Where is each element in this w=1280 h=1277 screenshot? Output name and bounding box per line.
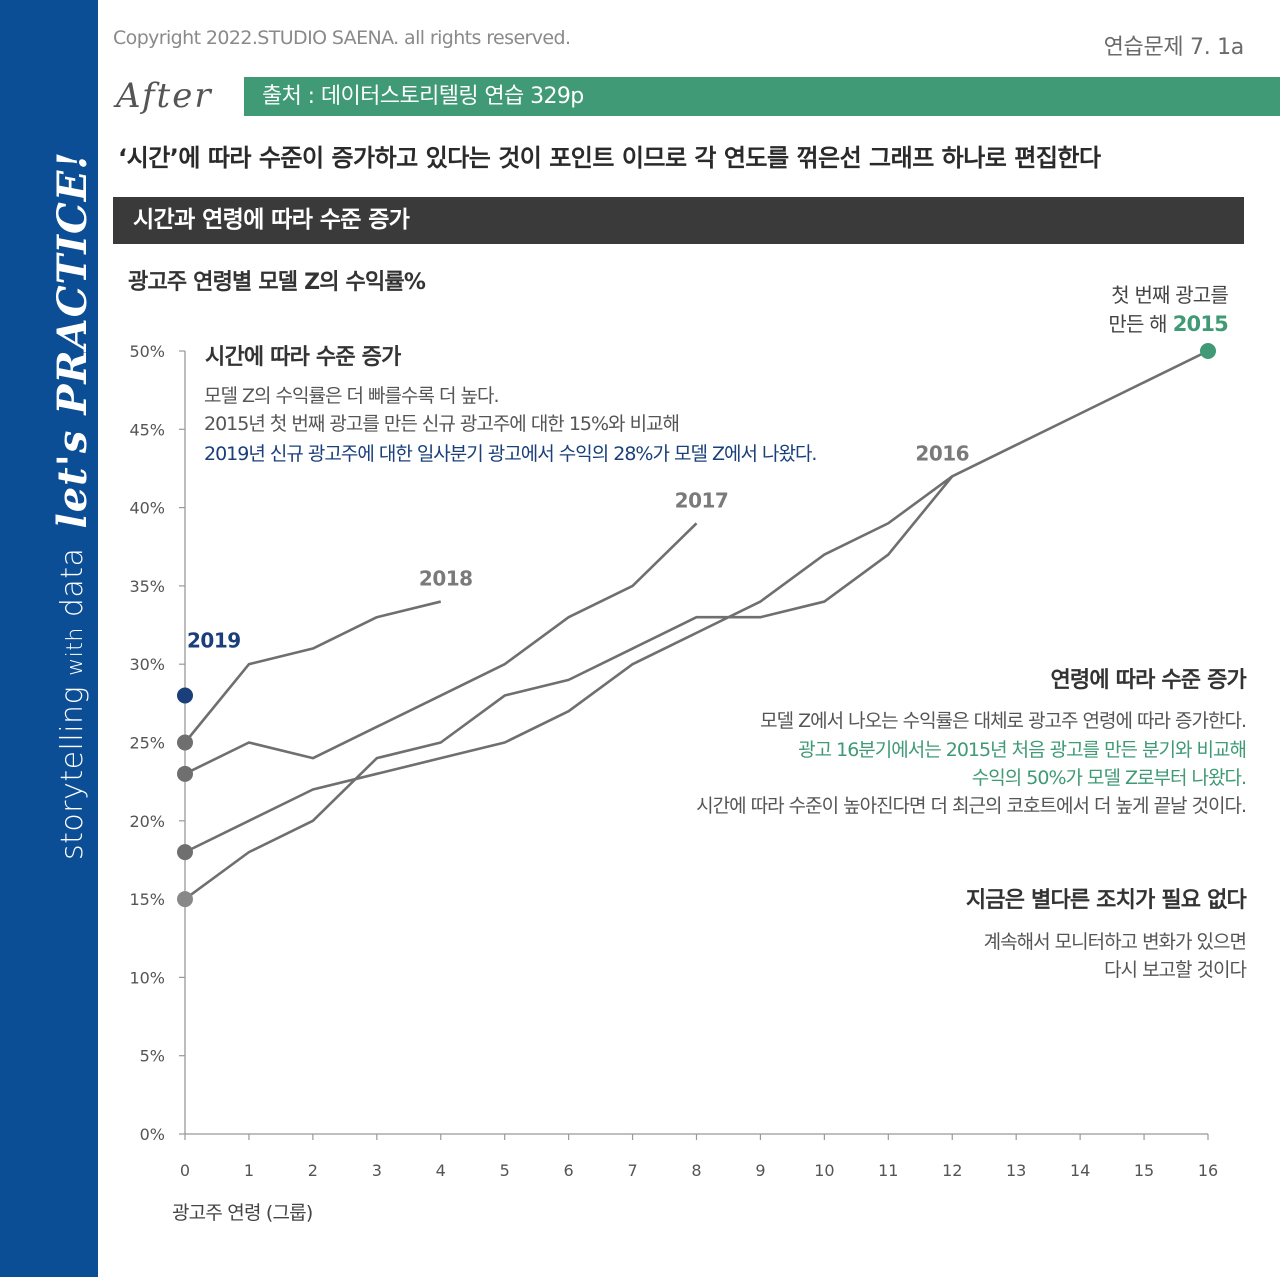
age-annotation-line-highlight: 수익의 50%가 모델 Z로부터 나왔다. (971, 767, 1247, 789)
action-annotation-title: 지금은 별다른 조치가 필요 없다 (965, 888, 1247, 913)
y-tick-label: 15% (129, 890, 165, 909)
sidebar: storytelling with data let's PRACTICE! (0, 0, 98, 1277)
series-line-2017 (184, 522, 698, 775)
series-start-point-2016 (177, 844, 193, 861)
source-bar: 출처 : 데이터스토리텔링 연습 329p (244, 77, 1280, 116)
headline-bar: 시간과 연령에 따라 수준 증가 (113, 197, 1244, 244)
series-label-2017: 2017 (675, 488, 729, 512)
after-label: After (116, 76, 213, 116)
x-tick-label: 8 (691, 1161, 701, 1180)
time-annotation-line: 모델 Z의 수익률은 더 빠를수록 더 높다. (204, 385, 499, 407)
age-annotation-title: 연령에 따라 수준 증가 (1050, 668, 1246, 693)
action-annotation-line: 계속해서 모니터하고 변화가 있으면 (983, 931, 1247, 953)
time-annotation-line: 2015년 첫 번째 광고를 만든 신규 광고주에 대한 15%와 비교해 (204, 413, 680, 435)
x-tick-label: 11 (878, 1161, 898, 1180)
series-label-2016: 2016 (915, 441, 969, 465)
series-label-2019: 2019 (187, 629, 241, 653)
x-tick-label: 12 (942, 1161, 962, 1180)
x-tick-label: 13 (1006, 1161, 1026, 1180)
x-tick-label: 7 (627, 1161, 637, 1180)
x-tick-label: 5 (500, 1161, 510, 1180)
age-annotation-line: 시간에 따라 수준이 높아진다면 더 최근의 코호트에서 더 높게 끝날 것이다… (696, 795, 1247, 817)
y-tick-label: 0% (140, 1125, 165, 1144)
copyright-text: Copyright 2022.STUDIO SAENA. all rights … (113, 27, 571, 49)
x-tick-label: 3 (372, 1161, 382, 1180)
y-tick-label: 20% (129, 812, 165, 831)
series-start-point-2017 (177, 765, 193, 782)
series-line-2018 (183, 600, 442, 744)
series-start-point-2015 (177, 891, 193, 908)
y-tick-label: 40% (129, 499, 165, 518)
time-annotation-line-highlight: 2019년 신규 광고주에 대한 일사분기 광고에서 수익의 28%가 모델 Z… (204, 443, 817, 465)
y-tick-label: 25% (129, 734, 165, 753)
first-ad-year: 2015 (1172, 312, 1229, 336)
x-tick-label: 10 (814, 1161, 834, 1180)
x-axis-label: 광고주 연령 (그룹) (172, 1202, 313, 1224)
exercise-number: 연습문제 7. 1a (1103, 35, 1245, 60)
series-start-point-2018 (177, 734, 193, 751)
y-tick-label: 5% (140, 1047, 165, 1066)
y-tick-label: 50% (129, 342, 165, 361)
x-tick-label: 0 (180, 1161, 190, 1180)
series-label-2018: 2018 (419, 567, 473, 591)
age-annotation-line-highlight: 광고 16분기에서는 2015년 처음 광고를 만든 분기와 비교해 (798, 739, 1247, 761)
x-tick-label: 4 (436, 1161, 446, 1180)
x-tick-label: 15 (1134, 1161, 1154, 1180)
x-tick-label: 6 (564, 1161, 574, 1180)
x-tick-label: 14 (1070, 1161, 1090, 1180)
y-tick-label: 45% (129, 420, 165, 439)
y-tick-label: 30% (129, 655, 165, 674)
first-ad-label: 첫 번째 광고를 만든 해 2015 (1108, 283, 1229, 336)
series-end-point-2015 (1200, 343, 1216, 359)
time-annotation-title: 시간에 따라 수준 증가 (205, 345, 401, 370)
x-tick-label: 1 (244, 1161, 254, 1180)
y-tick-label: 35% (129, 577, 165, 596)
action-annotation-line: 다시 보고할 것이다 (1104, 959, 1247, 981)
series-start-point-2019 (177, 687, 193, 704)
x-tick-label: 16 (1198, 1161, 1218, 1180)
x-tick-label: 2 (308, 1161, 318, 1180)
y-tick-label: 10% (129, 968, 165, 987)
series-line-2016 (184, 475, 954, 854)
x-tick-label: 9 (755, 1161, 765, 1180)
chart-title: 광고주 연령별 모델 Z의 수익률% (128, 270, 426, 295)
intro-text: ‘시간’에 따라 수준이 증가하고 있다는 것이 포인트 이므로 각 연도를 꺾… (118, 144, 1101, 172)
age-annotation-line: 모델 Z에서 나오는 수익률은 대체로 광고주 연령에 따라 증가한다. (760, 710, 1247, 732)
